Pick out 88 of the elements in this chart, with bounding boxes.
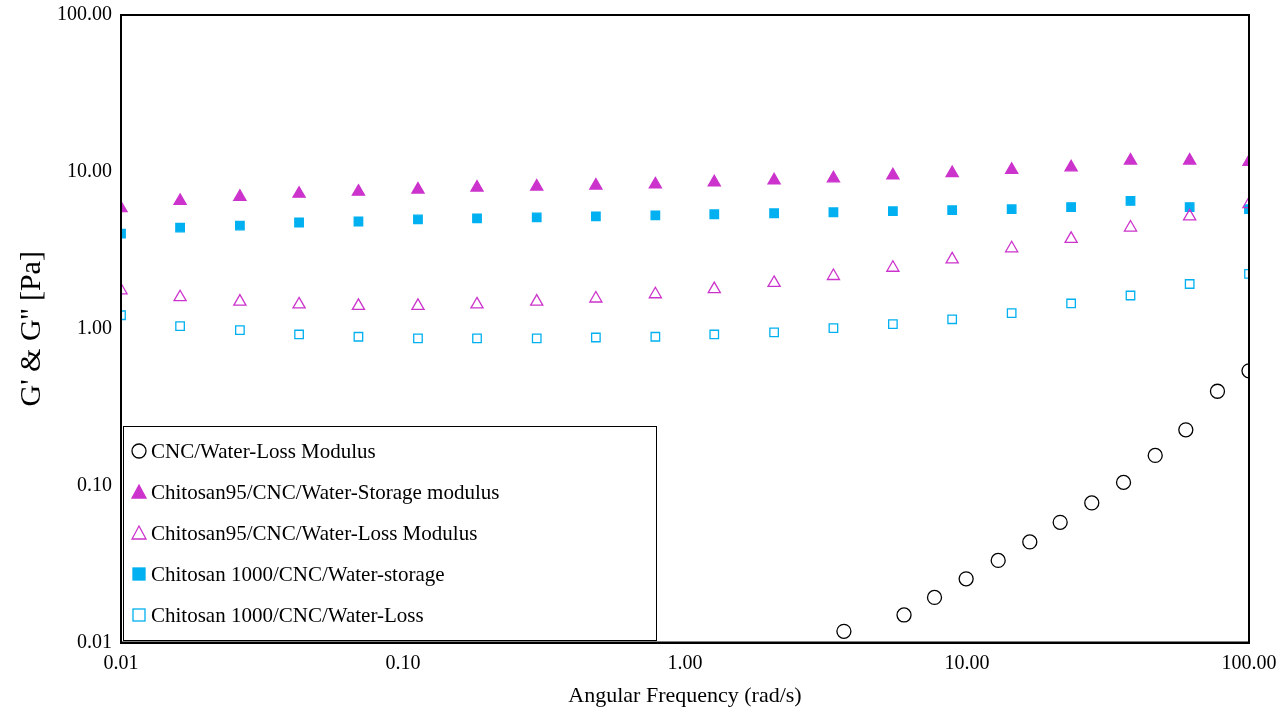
point	[769, 327, 779, 338]
point	[767, 172, 781, 185]
point	[1123, 219, 1138, 232]
point	[173, 289, 187, 302]
point	[235, 220, 245, 231]
point	[709, 329, 720, 340]
x-tick-label: 10.00	[944, 650, 990, 673]
point	[650, 331, 661, 342]
point	[888, 206, 898, 217]
point	[1004, 162, 1019, 175]
point	[590, 332, 601, 343]
point	[1066, 202, 1077, 212]
point	[1066, 298, 1077, 309]
point	[413, 333, 423, 344]
point	[1125, 196, 1136, 206]
point	[707, 281, 721, 294]
y-axis-title: G' & G'' [Pa]	[12, 251, 46, 407]
point	[353, 331, 364, 342]
point	[826, 170, 841, 183]
point	[590, 211, 601, 222]
point	[945, 165, 959, 178]
point	[648, 176, 663, 189]
point	[648, 286, 663, 299]
point	[175, 321, 185, 332]
point	[233, 293, 247, 306]
point	[173, 193, 187, 206]
point	[470, 179, 484, 192]
point	[650, 210, 661, 221]
point	[709, 209, 720, 220]
point	[351, 184, 366, 196]
point	[589, 177, 603, 190]
point	[175, 222, 185, 233]
point	[531, 333, 542, 344]
point	[1182, 152, 1197, 165]
y-tick-label: 1.00	[77, 316, 112, 339]
point	[472, 213, 482, 224]
point	[470, 296, 484, 309]
y-tick-label: 10.00	[67, 159, 112, 182]
point	[769, 208, 779, 219]
point	[530, 178, 544, 191]
point	[292, 186, 306, 198]
point	[1123, 152, 1138, 165]
point	[1064, 231, 1078, 244]
x-axis-title: Angular Frequency (rad/s)	[568, 681, 802, 707]
point	[472, 333, 482, 344]
point	[1064, 159, 1078, 172]
point	[828, 323, 839, 334]
point	[235, 325, 245, 336]
legend-label: Chitosan95/CNC/Water-Loss Modulus	[151, 519, 478, 547]
y-tick-label: 0.10	[77, 472, 112, 495]
point	[888, 319, 898, 330]
y-tick-label: 100.00	[57, 2, 112, 25]
point	[1184, 279, 1195, 289]
legend-label: Chitosan95/CNC/Water-Storage modulus	[151, 478, 500, 506]
point	[1125, 290, 1136, 301]
point	[1182, 208, 1197, 221]
legend-label: Chitosan 1000/CNC/Water-Loss	[151, 601, 424, 629]
x-tick-label: 0.01	[103, 650, 139, 673]
point	[1006, 308, 1017, 318]
x-tick-label: 1.00	[667, 650, 703, 673]
point	[1184, 202, 1195, 212]
point	[945, 251, 959, 264]
legend-label: Chitosan 1000/CNC/Water-storage	[151, 560, 445, 588]
point	[411, 181, 425, 194]
point	[947, 314, 958, 325]
y-tick-label: 0.01	[77, 629, 112, 652]
point	[707, 174, 721, 187]
point	[292, 296, 306, 309]
point	[530, 293, 544, 306]
point	[1004, 240, 1019, 253]
point	[828, 207, 839, 218]
legend-label: CNC/Water-Loss Modulus	[151, 437, 376, 465]
point	[294, 217, 304, 228]
point	[294, 329, 304, 340]
point	[351, 298, 366, 311]
point	[531, 212, 542, 223]
x-tick-label: 100.00	[1221, 650, 1277, 673]
point	[589, 290, 603, 303]
point	[233, 189, 247, 201]
point	[886, 260, 900, 272]
point	[411, 298, 425, 311]
point	[826, 268, 841, 281]
point	[947, 205, 958, 216]
point	[886, 167, 900, 180]
x-tick-label: 0.10	[385, 650, 421, 673]
point	[413, 214, 423, 225]
point	[767, 275, 781, 288]
point	[1006, 204, 1017, 215]
